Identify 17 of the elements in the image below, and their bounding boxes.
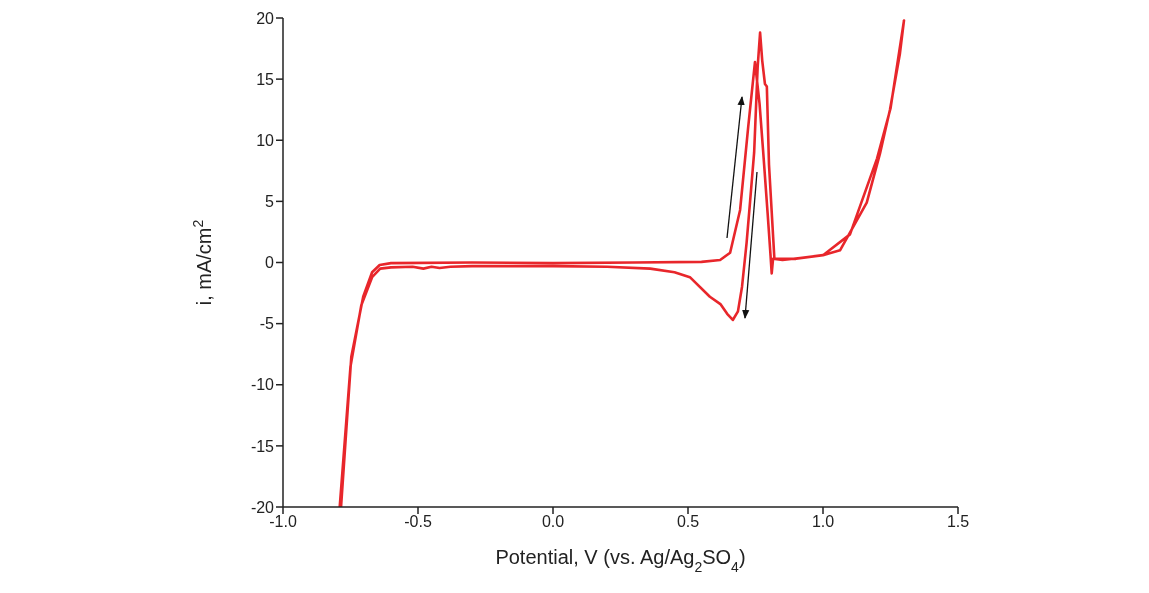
- x-tick-label: 0.0: [541, 513, 565, 531]
- y-tick-label: 5: [265, 193, 275, 211]
- x-tick-label: -1.0: [269, 513, 297, 531]
- x-tick-label: 1.0: [811, 513, 835, 531]
- y-tick-label: -10: [250, 376, 275, 394]
- x-tick-label: 1.5: [946, 513, 970, 531]
- y-tick-label: -5: [259, 315, 275, 333]
- y-tick-label: -20: [250, 498, 275, 516]
- x-axis-title: Potential, V (vs. Ag/Ag$_{2}$SO$_{4}$): [495, 546, 746, 575]
- line-series: [338, 19, 906, 507]
- x-tick-label: 0.5: [676, 513, 700, 531]
- y-tick-label: 10: [256, 131, 275, 149]
- y-tick-label: 15: [256, 70, 275, 88]
- y-tick-label: -15: [250, 437, 275, 455]
- y-tick-label: 20: [256, 9, 275, 27]
- y-tick-label: 0: [265, 254, 275, 272]
- x-tick-label: -0.5: [404, 513, 432, 531]
